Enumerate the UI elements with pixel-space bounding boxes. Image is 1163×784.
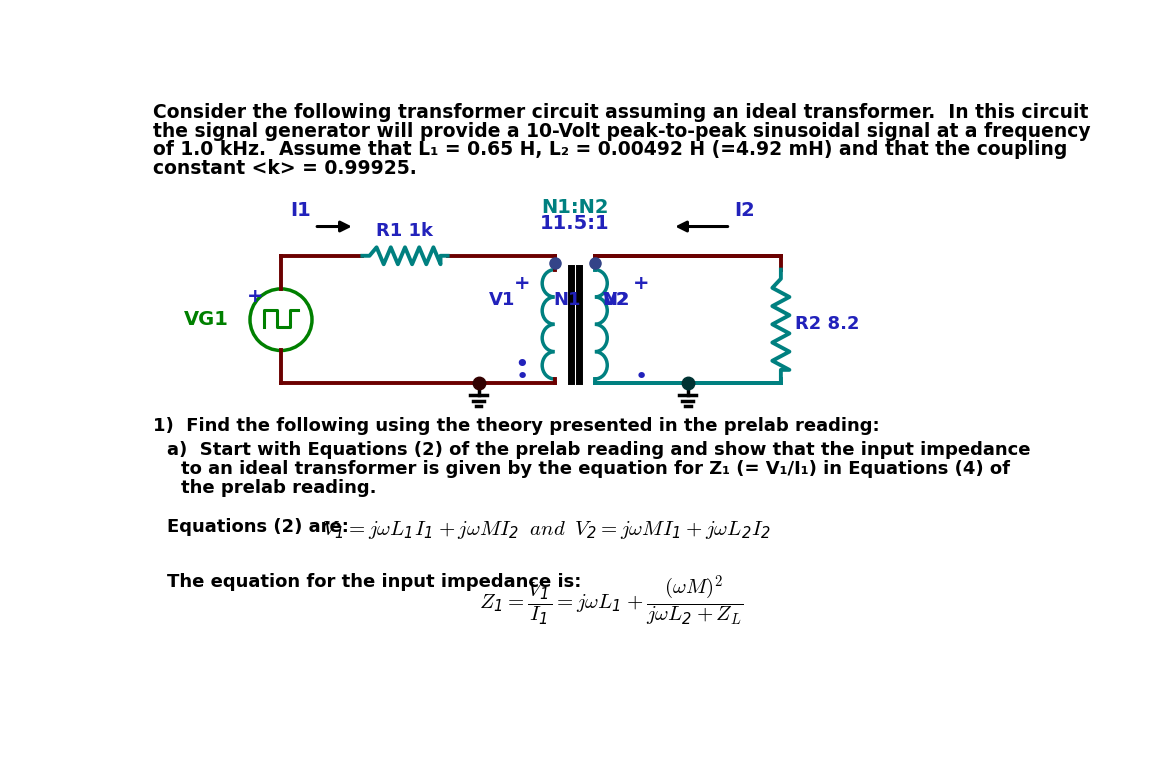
Text: R1 1k: R1 1k: [377, 223, 434, 241]
Text: I2: I2: [734, 201, 755, 220]
Text: $V_{\mathregular{1}} = j\omega L_{\mathregular{1}} I_{\mathregular{1}} + j\omega: $V_{\mathregular{1}} = j\omega L_{\mathr…: [322, 519, 771, 541]
Text: $Z_{\mathregular{1}} = \dfrac{V_{\mathregular{1}}}{I_{\mathregular{1}}} = j\omeg: $Z_{\mathregular{1}} = \dfrac{V_{\mathre…: [479, 573, 743, 628]
Text: 11.5:1: 11.5:1: [540, 214, 609, 233]
Text: R2 8.2: R2 8.2: [794, 315, 859, 333]
Text: •: •: [515, 368, 529, 387]
Text: V1: V1: [488, 292, 515, 310]
Text: •: •: [515, 353, 529, 377]
Text: +: +: [247, 287, 263, 306]
Text: a)  Start with Equations (2) of the prelab reading and show that the input imped: a) Start with Equations (2) of the prela…: [167, 441, 1030, 459]
Text: V2: V2: [604, 292, 629, 310]
Text: •: •: [635, 368, 648, 387]
Text: to an ideal transformer is given by the equation for Z₁ (= V₁/I₁) in Equations (: to an ideal transformer is given by the …: [181, 460, 1009, 477]
Text: the signal generator will provide a 10-Volt peak-to-peak sinusoidal signal at a : the signal generator will provide a 10-V…: [154, 122, 1091, 141]
Text: The equation for the input impedance is:: The equation for the input impedance is:: [167, 573, 582, 591]
Text: 1)  Find the following using the theory presented in the prelab reading:: 1) Find the following using the theory p…: [154, 418, 879, 435]
Text: of 1.0 kHz.  Assume that L₁ = 0.65 H, L₂ = 0.00492 H (=4.92 mH) and that the cou: of 1.0 kHz. Assume that L₁ = 0.65 H, L₂ …: [154, 140, 1068, 159]
Text: +: +: [633, 274, 650, 293]
Text: N1:N2: N1:N2: [541, 198, 608, 217]
Text: constant <k> = 0.99925.: constant <k> = 0.99925.: [154, 159, 416, 178]
Text: VG1: VG1: [184, 310, 228, 329]
Text: I1: I1: [291, 201, 312, 220]
Text: Equations (2) are:: Equations (2) are:: [167, 517, 349, 535]
Text: Consider the following transformer circuit assuming an ideal transformer.  In th: Consider the following transformer circu…: [154, 103, 1089, 122]
Text: +: +: [514, 274, 530, 293]
Text: the prelab reading.: the prelab reading.: [181, 479, 377, 497]
Text: N2: N2: [602, 292, 630, 310]
Text: N1: N1: [554, 292, 580, 310]
